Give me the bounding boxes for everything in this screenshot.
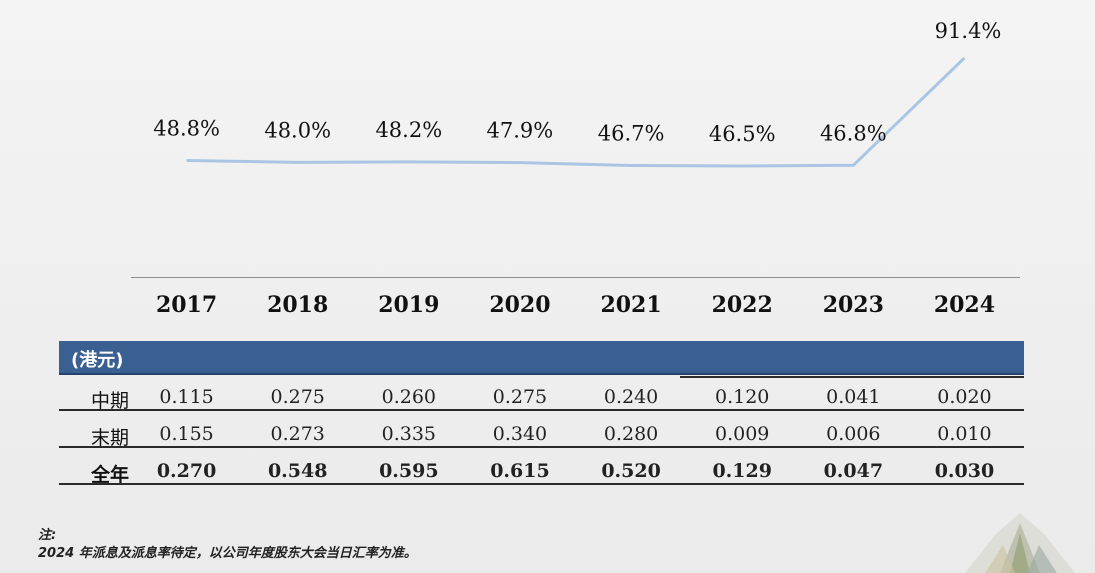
note-text: 2024 年派息及派息率待定，以公司年度股东大会当日汇率为准。 (38, 546, 417, 561)
table-cell: 0.270 (156, 460, 217, 482)
table-cell: 0.275 (492, 386, 548, 408)
table-row-full-year: 全年 0.270 0.548 0.595 0.615 0.520 0.129 0… (59, 454, 1024, 488)
table-cell: 0.020 (937, 386, 992, 408)
year-label: 2020 (489, 292, 551, 318)
payout-ratio-series-line (186, 56, 966, 168)
table-cell: 0.548 (267, 460, 328, 482)
table-cell: 0.006 (826, 423, 881, 445)
year-label: 2017 (155, 292, 218, 318)
table-cell: 0.335 (381, 423, 437, 445)
data-label: 48.0% (264, 118, 331, 142)
decorative-crystal-graphic (965, 513, 1075, 573)
year-label: 2021 (600, 292, 662, 318)
data-label: 48.2% (375, 118, 442, 142)
row-label: 末期 (90, 427, 129, 449)
unit-label: (港元) (71, 350, 124, 371)
row-separator (59, 409, 1024, 411)
table-cell: 0.115 (159, 386, 214, 408)
data-label: 46.5% (709, 122, 776, 146)
table-cell: 0.520 (601, 460, 661, 482)
table-cell: 0.030 (934, 460, 995, 482)
table-row-interim: 中期 0.115 0.275 0.260 0.275 0.240 0.120 0… (59, 380, 1024, 414)
table-cell: 0.275 (270, 386, 325, 408)
table-cell: 0.273 (270, 423, 325, 445)
table-cell: 0.041 (826, 386, 881, 408)
payout-ratio-line-chart: 48.8% 48.0% 48.2% 47.9% 46.7% 46.5% 46.8% 91.4% (153, 19, 1002, 168)
table-cell: 0.280 (603, 423, 659, 445)
table-cell: 0.010 (937, 423, 992, 445)
table-cell: 0.009 (714, 423, 770, 445)
data-label: 47.9% (487, 119, 554, 143)
row-label: 中期 (90, 390, 129, 412)
row-separator (680, 376, 1024, 378)
row-label: 全年 (90, 464, 129, 486)
year-label: 2023 (822, 292, 884, 318)
table-cell: 0.240 (603, 386, 659, 408)
year-label: 2019 (378, 292, 440, 318)
table-cell: 0.155 (159, 423, 214, 445)
row-separator (59, 483, 1024, 485)
axis-divider (131, 277, 1020, 278)
table-cell: 0.120 (714, 386, 770, 408)
year-label: 2024 (933, 292, 996, 318)
data-label: 48.8% (153, 117, 220, 141)
year-label: 2018 (267, 292, 329, 318)
year-header-row: 2017 2018 2019 2020 2021 2022 2023 2024 (131, 292, 1020, 324)
year-label: 2022 (711, 292, 773, 318)
row-separator (59, 446, 1024, 448)
data-label: 46.8% (820, 121, 887, 145)
table-cell: 0.129 (712, 460, 772, 482)
table-cell: 0.047 (823, 460, 884, 482)
table-cell: 0.260 (381, 386, 437, 408)
table-cell: 0.615 (490, 460, 550, 482)
table-row-final: 末期 0.155 0.273 0.335 0.340 0.280 0.009 0… (59, 417, 1024, 451)
table-cell: 0.595 (379, 460, 439, 482)
data-label: 91.4% (935, 19, 1002, 43)
note-title: 注: (38, 528, 57, 543)
table-cell: 0.340 (492, 423, 548, 445)
data-label: 46.7% (598, 122, 665, 146)
unit-header-band: (港元) (59, 341, 1024, 375)
